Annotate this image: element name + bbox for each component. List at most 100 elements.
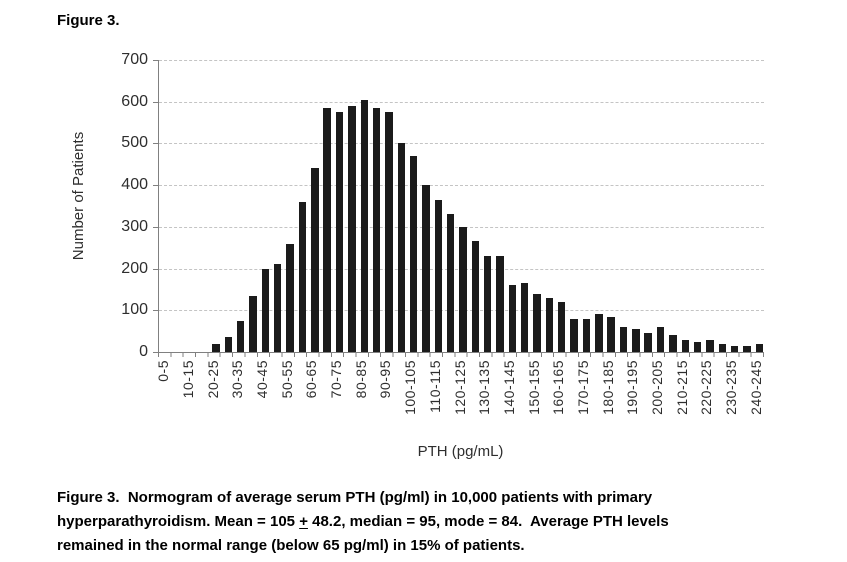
bar-75-80: [348, 105, 356, 352]
y-tick-mark-100: [153, 310, 159, 312]
bar-100-105: [409, 155, 418, 352]
bar-45-50: [274, 264, 282, 352]
x-tick-label-10-15: 10-15: [179, 360, 196, 399]
y-tick-mark-0: [153, 352, 159, 353]
bar-220-225: [706, 339, 714, 352]
bar-60-65: [311, 168, 319, 352]
x-tick-label-0-5: 0-5: [155, 360, 172, 382]
plot-area: [153, 60, 764, 353]
x-tick-label-100-105: 100-105: [402, 360, 419, 415]
figure-label: Figure 3.: [57, 12, 120, 29]
bar-20-25: [212, 343, 220, 352]
bar-125-130: [471, 241, 480, 352]
bar-235-240: [743, 345, 751, 352]
y-tick-mark-300: [153, 226, 159, 228]
bar-240-245: [755, 343, 763, 352]
bar-115-120: [446, 214, 455, 352]
gridline-700: [159, 60, 764, 61]
bar-70-75: [335, 112, 344, 352]
bar-80-85: [360, 99, 368, 352]
x-axis-tick-labels: 0-5 10-15 20-25 30-35 40-45 50-55 60-65 70-75 80…: [155, 358, 778, 438]
bar-25-30: [224, 337, 233, 352]
y-tick-mark-500: [153, 143, 159, 145]
bar-210-215: [681, 339, 689, 352]
x-tick-label-110-115: 110-115: [426, 360, 443, 413]
caption-line-1: Figure 3. Normogram of average serum PTH…: [57, 489, 653, 506]
y-tick-label-200: 200: [121, 259, 148, 277]
x-tick-label-180-185: 180-185: [599, 360, 616, 415]
bar-160-165: [558, 301, 566, 352]
x-tick-label-210-215: 210-215: [673, 360, 690, 415]
x-tick-label-40-45: 40-45: [253, 360, 270, 399]
bar-225-230: [718, 343, 726, 352]
y-tick-mark-200: [153, 268, 159, 270]
bar-145-150: [521, 283, 529, 352]
x-tick-label-240-245: 240-245: [747, 360, 764, 415]
bar-165-170: [570, 318, 578, 352]
y-tick-mark-700: [153, 60, 159, 61]
bar-65-70: [323, 107, 331, 352]
gridline-600: [159, 101, 764, 103]
bar-190-195: [632, 329, 640, 352]
x-tick-label-220-225: 220-225: [698, 360, 715, 415]
bar-170-175: [582, 318, 591, 352]
gridline-500: [159, 143, 764, 145]
bar-185-190: [619, 326, 628, 352]
bar-200-205: [656, 326, 665, 352]
bar-130-135: [483, 256, 492, 352]
bar-155-160: [545, 297, 554, 352]
bar-205-210: [669, 335, 677, 352]
bar-195-200: [644, 333, 652, 352]
x-tick-label-140-145: 140-145: [500, 360, 517, 415]
bar-95-100: [397, 143, 405, 352]
x-tick-label-150-155: 150-155: [525, 360, 542, 415]
y-axis-title: Number of Patients: [69, 131, 87, 261]
bar-90-95: [385, 112, 393, 352]
pth-histogram-chart: Number of Patients 0 100 200 300 400 500 600 70…: [69, 51, 778, 460]
bar-215-220: [693, 341, 702, 352]
x-axis-tick-marks: [158, 353, 764, 357]
x-tick-label-190-195: 190-195: [624, 360, 641, 415]
y-tick-mark-400: [153, 185, 159, 187]
y-tick-label-500: 500: [121, 134, 148, 152]
x-tick-label-30-35: 30-35: [229, 360, 246, 399]
y-tick-mark-600: [153, 101, 159, 103]
caption-line-2-post: 48.2, median = 95, mode = 84. Average PT…: [307, 513, 669, 530]
x-tick-label-230-235: 230-235: [723, 360, 740, 415]
x-tick-label-200-205: 200-205: [649, 360, 666, 415]
x-tick-label-70-75: 70-75: [328, 360, 345, 399]
x-tick-label-160-165: 160-165: [550, 360, 567, 415]
y-tick-label-300: 300: [121, 217, 148, 235]
x-tick-label-120-125: 120-125: [451, 360, 468, 415]
y-tick-label-600: 600: [121, 92, 148, 110]
bar-50-55: [286, 243, 294, 352]
gridline-400: [159, 185, 764, 187]
bar-135-140: [496, 256, 504, 352]
y-tick-label-0: 0: [139, 343, 148, 360]
bar-30-35: [237, 320, 245, 352]
bar-180-185: [607, 316, 615, 352]
x-tick-label-50-55: 50-55: [278, 360, 295, 399]
bar-150-155: [533, 293, 541, 352]
plus-minus-symbol: +: [299, 513, 308, 530]
bar-175-180: [595, 314, 603, 352]
bar-120-125: [459, 226, 467, 352]
x-tick-label-90-95: 90-95: [377, 360, 394, 399]
y-tick-label-400: 400: [121, 176, 148, 194]
y-tick-label-100: 100: [121, 301, 148, 319]
x-tick-label-80-85: 80-85: [352, 360, 369, 399]
x-tick-label-60-65: 60-65: [303, 360, 320, 399]
bar-105-110: [422, 185, 430, 352]
bar-110-115: [434, 199, 442, 352]
x-axis-title: PTH (pg/mL): [417, 443, 504, 460]
bar-40-45: [261, 268, 270, 352]
figure-caption: Figure 3. Normogram of average serum PTH…: [57, 486, 817, 558]
x-tick-label-170-175: 170-175: [574, 360, 591, 415]
bar-85-90: [372, 107, 381, 352]
x-tick-label-130-135: 130-135: [476, 360, 493, 415]
caption-line-3: remained in the normal range (below 65 p…: [57, 537, 525, 554]
y-tick-label-700: 700: [121, 51, 148, 68]
bar-140-145: [508, 285, 517, 352]
caption-line-2-pre: hyperparathyroidism. Mean = 105: [57, 513, 300, 530]
